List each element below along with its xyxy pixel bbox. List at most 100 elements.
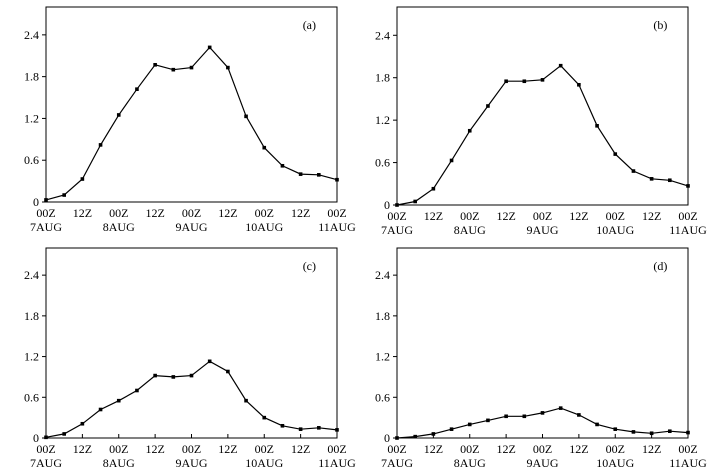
x-tick-label-time: 12Z xyxy=(642,442,661,456)
data-point xyxy=(298,172,303,176)
data-point xyxy=(244,114,248,119)
x-tick-label-time: 12Z xyxy=(218,206,237,220)
data-point xyxy=(189,65,194,70)
data-point xyxy=(431,186,436,191)
y-tick-label: 0.6 xyxy=(24,153,39,167)
x-tick-label-time: 00Z xyxy=(387,442,406,456)
data-point xyxy=(62,432,66,436)
x-tick-label-time: 12Z xyxy=(496,209,515,223)
data-point xyxy=(395,436,399,440)
x-tick-label-date: 11AUG xyxy=(669,456,707,470)
data-point xyxy=(335,428,339,432)
data-point xyxy=(395,203,399,207)
data-point xyxy=(207,359,212,364)
data-point xyxy=(135,87,139,91)
x-tick-label-date: 8AUG xyxy=(454,456,486,470)
x-tick-label-date: 7AUG xyxy=(30,220,62,234)
data-point xyxy=(98,407,103,412)
x-tick-label-date: 7AUG xyxy=(381,456,413,470)
y-tick-label: 0 xyxy=(384,198,390,212)
plot-frame xyxy=(396,6,689,206)
x-tick-label-time: 00Z xyxy=(606,442,625,456)
x-tick-label-time: 12Z xyxy=(73,206,92,220)
data-point xyxy=(649,177,654,181)
data-point xyxy=(98,143,103,147)
panel-label: (d) xyxy=(653,259,667,273)
data-point xyxy=(686,430,690,435)
data-point xyxy=(317,173,321,177)
x-tick-label-time: 00Z xyxy=(533,442,552,456)
data-point xyxy=(413,434,417,439)
data-point xyxy=(577,82,581,87)
y-tick-label: 1.2 xyxy=(375,113,390,127)
x-tick-label-time: 00Z xyxy=(327,206,346,220)
data-point xyxy=(44,198,48,202)
data-point xyxy=(613,152,618,156)
x-tick-label-date: 7AUG xyxy=(30,456,62,470)
x-tick-label-time: 12Z xyxy=(291,442,310,456)
x-tick-label-date: 11AUG xyxy=(669,223,707,237)
data-point xyxy=(613,427,618,431)
x-tick-label-time: 00Z xyxy=(678,442,697,456)
data-point xyxy=(62,193,66,197)
x-tick-label-date: 10AUG xyxy=(245,220,283,234)
data-point xyxy=(80,421,85,426)
data-point xyxy=(171,375,176,379)
panel-label: (b) xyxy=(653,18,667,32)
series-line xyxy=(45,360,338,438)
y-tick-label: 2.4 xyxy=(375,28,390,42)
data-point xyxy=(153,63,157,67)
x-tick-label-time: 00Z xyxy=(36,206,55,220)
data-point xyxy=(135,388,139,393)
data-point xyxy=(558,406,563,410)
y-tick-label: 1.2 xyxy=(375,350,390,364)
data-point xyxy=(80,177,85,181)
panel-d: 0 0.6 1.2 1.8 2.4 00Z 12Z 00Z 12Z 00Z 12Z 00Z 12Z 00Z… xyxy=(375,247,707,470)
data-point xyxy=(189,373,194,378)
data-point xyxy=(522,79,527,84)
data-point xyxy=(467,422,472,427)
panel-a: 0 0.6 1.2 1.8 2.4 00Z 12Z 00Z 12Z 00Z 12Z 00Z 12Z 00Z… xyxy=(24,6,356,234)
data-point xyxy=(558,63,563,68)
data-point xyxy=(431,432,436,436)
data-point xyxy=(467,128,472,133)
x-tick-label-time: 00Z xyxy=(678,209,697,223)
data-point xyxy=(44,435,48,440)
x-tick-label-date: 7AUG xyxy=(381,223,413,237)
data-point xyxy=(668,178,672,183)
x-tick-label-date: 9AUG xyxy=(176,220,208,234)
plot-frame xyxy=(45,6,338,203)
x-tick-label-date: 10AUG xyxy=(596,456,634,470)
x-tick-label-time: 12Z xyxy=(145,206,164,220)
y-tick-label: 2.4 xyxy=(24,28,39,42)
x-tick-label-time: 00Z xyxy=(460,209,479,223)
data-point xyxy=(280,163,285,168)
x-tick-label-time: 12Z xyxy=(218,442,237,456)
x-tick-label-time: 12Z xyxy=(145,442,164,456)
y-tick-label: 1.8 xyxy=(375,309,390,323)
data-point xyxy=(486,104,490,108)
data-point xyxy=(449,158,454,163)
data-point xyxy=(668,429,672,434)
data-point xyxy=(686,184,690,188)
x-tick-label-time: 12Z xyxy=(569,442,588,456)
y-tick-label: 1.2 xyxy=(24,350,39,364)
data-point xyxy=(449,427,454,431)
data-point xyxy=(116,113,121,117)
y-tick-label: 2.4 xyxy=(375,268,390,282)
x-tick-label-time: 12Z xyxy=(424,209,443,223)
x-tick-label-time: 00Z xyxy=(109,442,128,456)
data-point xyxy=(335,177,339,182)
x-tick-label-date: 8AUG xyxy=(103,456,135,470)
data-point xyxy=(280,423,285,428)
y-tick-label: 0 xyxy=(33,195,39,209)
x-tick-label-time: 00Z xyxy=(255,442,274,456)
data-point xyxy=(486,418,490,423)
data-point xyxy=(262,145,267,150)
panel-label: (c) xyxy=(303,259,316,273)
y-tick-label: 1.8 xyxy=(24,70,39,84)
x-tick-label-time: 12Z xyxy=(291,206,310,220)
plot-frame xyxy=(396,247,689,439)
x-tick-label-time: 12Z xyxy=(569,209,588,223)
